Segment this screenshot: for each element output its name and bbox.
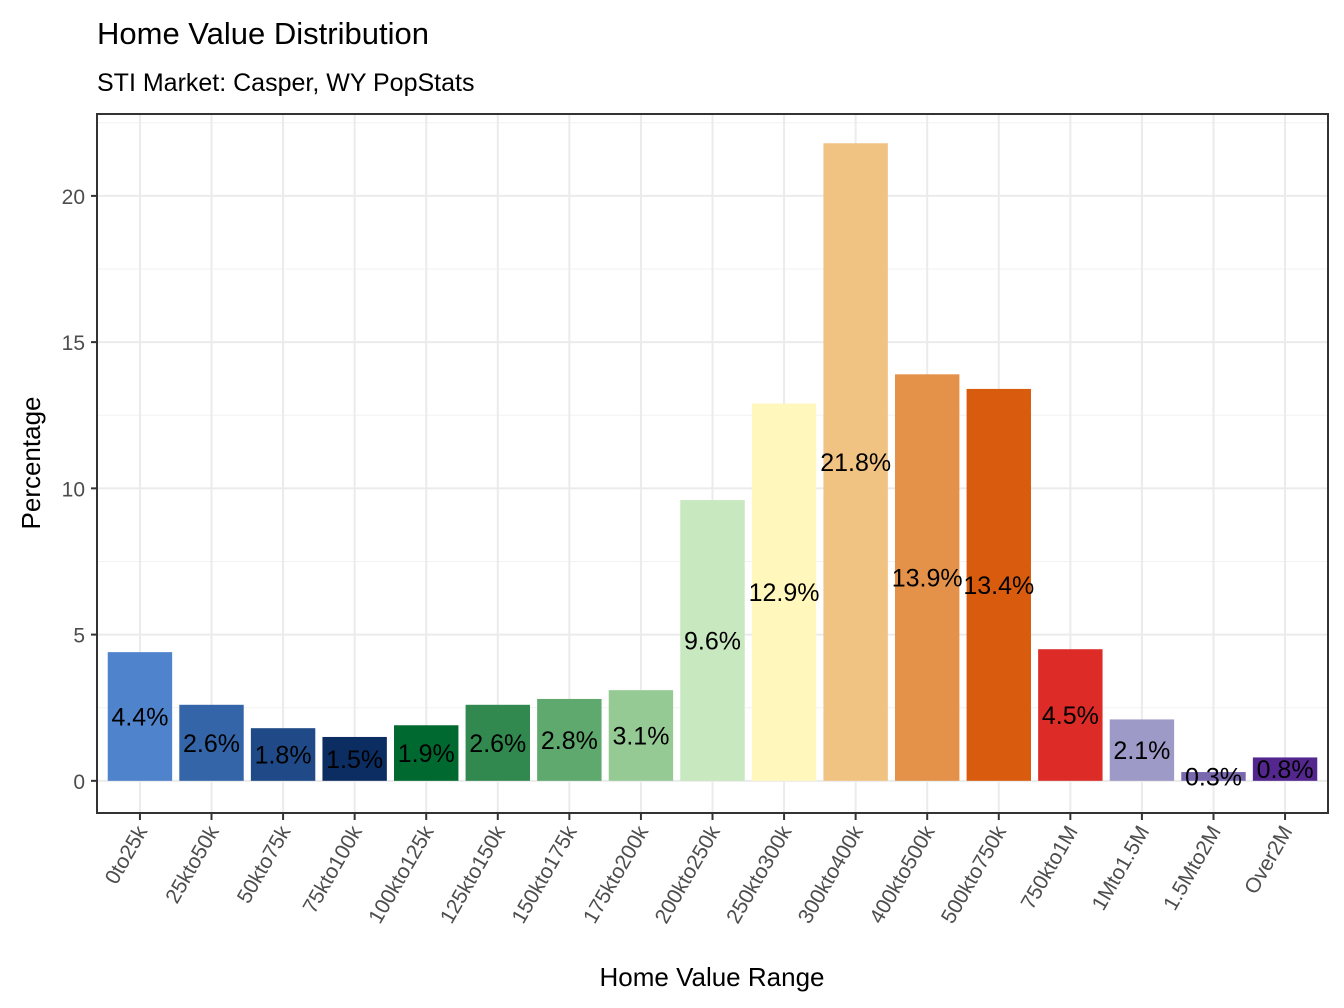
data-label: 1.9% bbox=[398, 740, 455, 768]
bars bbox=[107, 143, 1318, 781]
y-tick-label: 0 bbox=[73, 771, 85, 794]
data-label: 4.4% bbox=[111, 703, 168, 731]
y-tick-label: 10 bbox=[62, 478, 85, 501]
x-tick-label: 50kto75k bbox=[233, 822, 296, 908]
x-tick-label: Over2M bbox=[1240, 822, 1297, 898]
x-tick-label: 250kto300k bbox=[722, 822, 796, 928]
x-tick-label: 25kto50k bbox=[161, 822, 224, 908]
data-label: 0.3% bbox=[1185, 763, 1242, 791]
data-label: 1.5% bbox=[326, 746, 383, 774]
x-tick-label: 150kto175k bbox=[507, 822, 581, 928]
x-axis: 0to25k 25kto50k 50kto75k 75kto100k100kto125… bbox=[101, 813, 1297, 928]
y-axis-title: Percentage bbox=[16, 397, 46, 530]
y-tick-label: 15 bbox=[62, 332, 85, 355]
bar-1Mto1.5M bbox=[1109, 719, 1175, 781]
bar-Over2M bbox=[1252, 757, 1318, 781]
bar-125kto150k bbox=[465, 704, 530, 781]
data-label: 2.1% bbox=[1113, 737, 1170, 765]
data-label: 12.9% bbox=[749, 579, 820, 607]
chart-title: Home Value Distribution bbox=[97, 16, 429, 51]
x-tick-label: 100kto125k bbox=[364, 822, 438, 928]
data-label: 2.6% bbox=[183, 730, 240, 758]
y-tick-label: 5 bbox=[73, 625, 85, 648]
x-axis-title: Home Value Range bbox=[600, 962, 825, 992]
data-label: 3.1% bbox=[612, 722, 669, 750]
x-tick-label: 1.5Mto2M bbox=[1159, 822, 1226, 914]
bar-50kto75k bbox=[250, 728, 316, 781]
y-tick-label: 20 bbox=[62, 186, 85, 209]
chart-subtitle: STI Market: Casper, WY PopStats bbox=[97, 69, 474, 97]
x-tick-label: 500kto750k bbox=[937, 822, 1011, 928]
bar-75kto100k bbox=[322, 736, 387, 781]
bar-25kto50k bbox=[179, 704, 244, 781]
bar-150kto175k bbox=[537, 698, 602, 781]
x-tick-label: 200kto250k bbox=[651, 822, 725, 928]
bar-0to25k bbox=[107, 652, 173, 781]
bar-750kto1M bbox=[1038, 649, 1103, 781]
data-label: 13.9% bbox=[892, 565, 963, 593]
data-label: 13.4% bbox=[963, 572, 1034, 600]
data-label: 21.8% bbox=[820, 449, 891, 477]
y-axis: 0 5 10 15 20 bbox=[62, 186, 97, 794]
bar-500kto750k bbox=[966, 388, 1031, 781]
data-label: 0.8% bbox=[1257, 756, 1314, 784]
bar-400kto500k bbox=[895, 374, 960, 781]
x-tick-label: 125kto150k bbox=[436, 822, 510, 928]
x-tick-label: 0to25k bbox=[101, 822, 153, 889]
x-tick-label: 400kto500k bbox=[865, 822, 939, 928]
x-tick-label: 75kto100k bbox=[299, 822, 368, 918]
data-label: 9.6% bbox=[684, 627, 741, 655]
bar-175kto200k bbox=[608, 690, 674, 781]
bar-250kto300k bbox=[751, 403, 817, 781]
bar-200kto250k bbox=[680, 500, 745, 781]
data-labels: 4.4% 2.6% 1.8% 1.5% 1.9% 2.6% 2.8% 3.1% 9.6% 12.9… bbox=[111, 449, 1313, 791]
x-tick-label: 300kto400k bbox=[794, 822, 868, 928]
x-tick-label: 1Mto1.5M bbox=[1088, 822, 1155, 914]
x-tick-label: 750kto1M bbox=[1017, 822, 1083, 913]
data-label: 2.8% bbox=[541, 727, 598, 755]
bar-1.5Mto2M bbox=[1181, 772, 1246, 781]
data-label: 1.8% bbox=[255, 742, 312, 770]
x-tick-label: 175kto200k bbox=[579, 822, 653, 928]
data-label: 4.5% bbox=[1042, 702, 1099, 730]
bar-300kto400k bbox=[823, 143, 888, 781]
bar-100kto125k bbox=[394, 725, 459, 781]
data-label: 2.6% bbox=[469, 730, 526, 758]
